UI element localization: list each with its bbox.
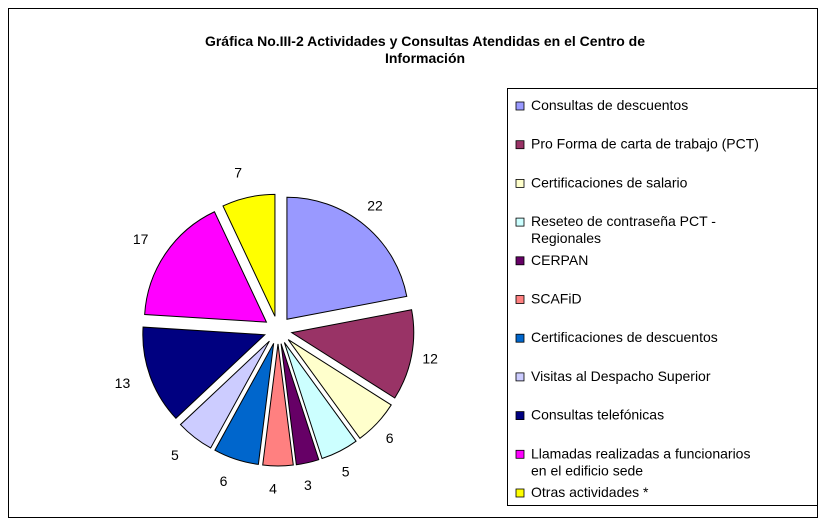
legend-label: Consultas de descuentos bbox=[531, 97, 688, 113]
data-label: 4 bbox=[269, 481, 277, 497]
pie-slice bbox=[287, 339, 392, 439]
legend-label: Pro Forma de carta de trabajo (PCT) bbox=[531, 135, 759, 151]
pie-slice bbox=[290, 309, 415, 399]
legend-label: Reseteo de contraseña PCT -Regionales bbox=[531, 213, 716, 246]
pie-slice bbox=[144, 211, 268, 323]
pie-slice bbox=[283, 342, 357, 460]
legend-swatch bbox=[515, 217, 525, 227]
pie-slice bbox=[142, 326, 267, 419]
pie-slice bbox=[222, 193, 276, 317]
pie-slice bbox=[286, 196, 408, 320]
legend-label: Certificaciones de salario bbox=[531, 174, 688, 190]
pie-slice bbox=[214, 343, 275, 465]
data-label: 5 bbox=[342, 463, 350, 479]
legend-label: SCAFiD bbox=[531, 290, 582, 306]
legend-swatch bbox=[515, 411, 525, 421]
legend-swatch bbox=[515, 295, 525, 304]
pie-slice bbox=[280, 343, 320, 466]
chart-title: Gráfica No.III-2 Actividades y Consultas… bbox=[205, 33, 645, 66]
legend-swatch bbox=[515, 372, 525, 382]
legend-swatch bbox=[515, 101, 525, 111]
legend-label: Certificaciones de descuentos bbox=[531, 329, 718, 345]
pie-slice bbox=[179, 340, 270, 449]
legend-swatch bbox=[515, 449, 525, 459]
legend-label: Visitas al Despacho Superior bbox=[531, 368, 711, 384]
data-label: 3 bbox=[304, 477, 312, 493]
pie-slice bbox=[262, 343, 294, 467]
legend-label: Otras actividades * bbox=[531, 484, 649, 500]
legend-swatch bbox=[515, 140, 525, 150]
data-label: 7 bbox=[234, 165, 242, 181]
data-label: 22 bbox=[367, 197, 383, 213]
legend-label: Consultas telefónicas bbox=[531, 406, 664, 422]
data-label: 17 bbox=[133, 231, 149, 247]
data-label: 6 bbox=[386, 430, 394, 446]
data-label: 5 bbox=[171, 447, 179, 463]
legend-box bbox=[507, 88, 818, 506]
data-label: 12 bbox=[422, 351, 438, 367]
legend-swatch bbox=[515, 178, 525, 188]
legend-label: CERPAN bbox=[531, 252, 588, 268]
legend-swatch bbox=[515, 488, 525, 498]
data-label: 6 bbox=[220, 473, 228, 489]
data-label: 13 bbox=[115, 375, 131, 391]
legend-swatch bbox=[515, 256, 525, 266]
legend-swatch bbox=[515, 333, 525, 343]
legend-label: Llamadas realizadas a funcionarios en el … bbox=[531, 445, 750, 478]
